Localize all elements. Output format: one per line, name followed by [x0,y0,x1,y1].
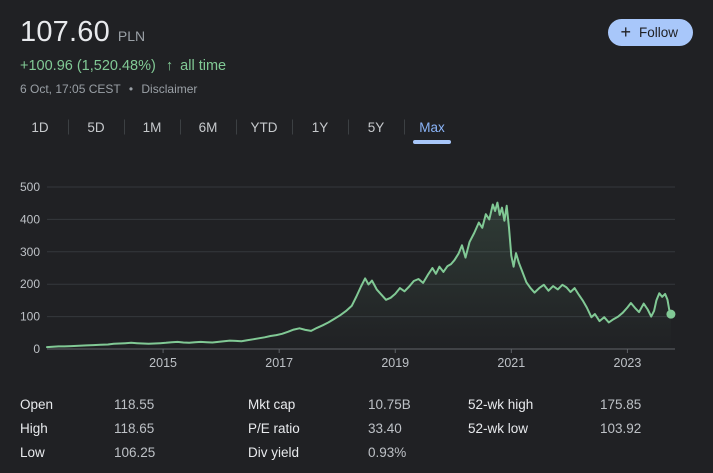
tab-1y[interactable]: 1Y [292,114,348,141]
tab-1d[interactable]: 1D [12,114,68,141]
disclaimer-link[interactable]: Disclaimer [141,82,198,96]
tab-label: 5Y [367,119,385,135]
quote-meta: 6 Oct, 17:05 CEST • Disclaimer [20,82,693,96]
stat-value: 118.55 [114,396,155,412]
stat-value: 33.40 [368,420,402,436]
stat-label: Mkt cap [248,396,296,412]
chart-area: 0 100 200 300 400 500 2015 2017 2019 2021 2023 [0,170,713,375]
tab-label: Max [413,119,451,144]
range-tabs: 1D 5D 1M 6M YTD 1Y 5Y Max [12,111,713,144]
stat-label: Low [20,444,45,460]
currency-code: PLN [117,28,146,44]
stat-label: P/E ratio [248,420,300,436]
stat-label: Div yield [248,444,300,460]
area-fill [47,202,671,349]
tab-1m[interactable]: 1M [124,114,180,141]
dot-separator: • [128,82,134,96]
tab-5y[interactable]: 5Y [348,114,404,141]
key-stats: Open 118.55 Mkt cap 10.75B 52-wk high 175.85 H… [20,392,693,464]
price-line [46,201,672,349]
tab-5d[interactable]: 5D [68,114,124,141]
follow-button[interactable]: + Follow [608,19,693,46]
tab-label: 6M [198,119,218,135]
tab-label: 1M [142,119,162,135]
y-axis-labels: 0 100 200 300 400 500 [20,180,40,356]
svg-text:0: 0 [33,342,40,356]
svg-text:500: 500 [20,180,40,194]
quote-timestamp: 6 Oct, 17:05 CEST [20,82,121,96]
svg-text:2015: 2015 [149,356,177,370]
stat-label: High [20,420,48,436]
quote-header: 107.60 PLN + Follow +100.96 (1,520.48%) … [0,0,713,96]
price-chart[interactable]: 0 100 200 300 400 500 2015 2017 2019 2021 2023 [0,170,713,375]
tab-label: 1D [31,119,49,135]
follow-button-label: Follow [638,25,678,40]
stat-value: 175.85 [600,396,642,412]
price-group: 107.60 PLN [20,16,145,49]
change-amount: +100.96 (1,520.48%) [20,58,156,74]
svg-text:2023: 2023 [614,356,642,370]
price-change: +100.96 (1,520.48%) ↑ all time [20,58,693,74]
tab-6m[interactable]: 6M [180,114,236,141]
tab-ytd[interactable]: YTD [236,114,292,141]
stat-value: 118.65 [114,420,155,436]
svg-text:2021: 2021 [497,356,525,370]
svg-text:200: 200 [20,277,40,291]
x-axis-labels: 2015 2017 2019 2021 2023 [149,349,641,370]
svg-text:100: 100 [20,310,40,324]
end-point-dot [666,309,676,319]
tab-label: YTD [250,119,278,135]
stat-value: 103.92 [600,420,642,436]
stat-label: Open [20,396,54,412]
stat-label: 52-wk low [468,420,529,436]
plus-icon: + [620,22,631,42]
tab-max[interactable]: Max [404,114,460,144]
svg-text:2019: 2019 [381,356,409,370]
change-period: all time [180,58,227,74]
stat-value: 106.25 [114,444,156,460]
stat-value: 0.93% [368,444,407,460]
svg-text:400: 400 [20,212,40,226]
tab-label: 1Y [311,119,329,135]
svg-text:2017: 2017 [265,356,293,370]
svg-text:300: 300 [20,245,40,259]
stat-value: 10.75B [368,396,411,412]
stat-label: 52-wk high [468,396,534,412]
tab-label: 5D [87,119,105,135]
up-arrow-icon: ↑ [165,58,174,74]
current-price: 107.60 [20,16,110,48]
